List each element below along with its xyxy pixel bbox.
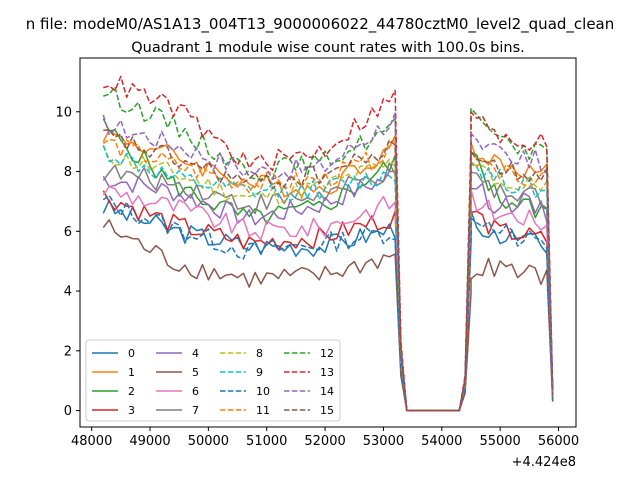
- series-line-7: [102, 162, 554, 412]
- figure-suptitle: n file: modeM0/AS1A13_004T13_9000006022_…: [26, 15, 615, 34]
- x-tick-label: 55000: [479, 434, 520, 449]
- chart-title: Quadrant 1 module wise count rates with …: [131, 40, 525, 56]
- legend-label-5: 5: [192, 366, 199, 379]
- legend-label-9: 9: [256, 366, 263, 379]
- x-tick-label: 48000: [71, 434, 112, 449]
- x-tick-label: 52000: [304, 434, 345, 449]
- y-tick-label: 0: [64, 404, 72, 419]
- legend-label-2: 2: [128, 385, 135, 398]
- legend-label-8: 8: [256, 347, 263, 360]
- x-tick-label: 51000: [246, 434, 287, 449]
- series-line-5: [102, 219, 554, 412]
- x-tick-label: 49000: [129, 434, 170, 449]
- x-tick-label: 54000: [421, 434, 462, 449]
- legend-label-10: 10: [256, 385, 270, 398]
- x-tick-label: 50000: [188, 434, 229, 449]
- y-tick-label: 2: [64, 344, 72, 359]
- legend-label-6: 6: [192, 385, 199, 398]
- x-tick-label: 53000: [363, 434, 404, 449]
- series-line-11: [102, 138, 554, 412]
- series-line-13: [103, 75, 554, 412]
- legend-label-0: 0: [128, 347, 135, 360]
- series-line-2: [102, 118, 554, 412]
- legend-label-13: 13: [320, 366, 334, 379]
- y-axis: 0 2 4 6 8 10: [55, 105, 80, 419]
- series-line-4: [102, 170, 554, 412]
- x-offset-label: +4.424e8: [512, 455, 576, 470]
- x-tick-label: 56000: [538, 434, 579, 449]
- legend-label-1: 1: [128, 366, 135, 379]
- legend-label-11: 11: [256, 404, 270, 417]
- plot-frame: [79, 57, 577, 428]
- y-tick-label: 6: [64, 225, 72, 240]
- legend-label-14: 14: [320, 385, 334, 398]
- series-line-10: [102, 194, 554, 412]
- series-line-14: [102, 112, 554, 412]
- legend-label-12: 12: [320, 347, 334, 360]
- y-tick-label: 8: [64, 165, 72, 180]
- series-line-6: [102, 185, 554, 412]
- x-axis: 48000 49000 50000 51000 52000 53000 54000 55000…: [71, 427, 579, 449]
- legend-label-15: 15: [320, 404, 334, 417]
- legend-label-7: 7: [192, 404, 199, 417]
- legend-label-3: 3: [128, 404, 135, 417]
- legend-box: [85, 339, 341, 422]
- y-tick-label: 4: [64, 285, 72, 300]
- legend-label-4: 4: [192, 347, 199, 360]
- y-tick-label: 10: [55, 105, 72, 120]
- series-line-15: [103, 129, 554, 412]
- series-layer: [102, 75, 554, 412]
- series-line-0: [102, 199, 554, 412]
